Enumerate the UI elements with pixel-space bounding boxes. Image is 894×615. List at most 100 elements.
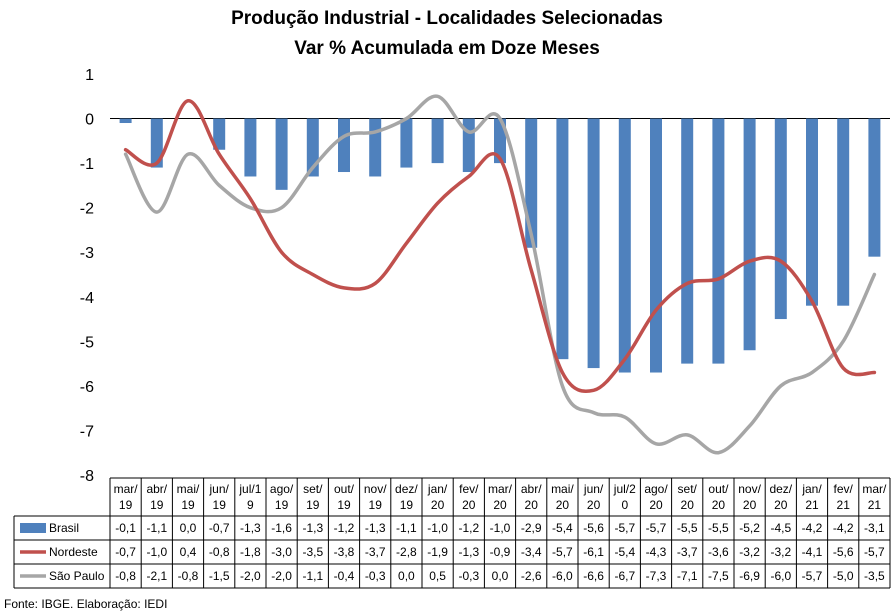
data-label-brasil: -5,5 [708,521,729,535]
x-tick-label: abr/ [521,482,542,496]
data-label-sao-paulo: -1,5 [209,569,230,583]
data-label-sao-paulo: 0,0 [492,569,509,583]
x-tick-label: 9 [247,498,254,512]
x-tick-label: 21 [837,498,851,512]
bar-brasil [681,118,694,364]
x-tick-label: 20 [493,498,507,512]
y-tick-label: -6 [80,379,94,396]
y-tick-label: -5 [80,334,94,351]
data-label-nordeste: -5,4 [614,545,635,559]
data-label-sao-paulo: -2,0 [271,569,292,583]
data-label-sao-paulo: -6,9 [739,569,760,583]
data-label-sao-paulo: -2,0 [240,569,261,583]
x-tick-label: 20 [712,498,726,512]
source-note: Fonte: IBGE. Elaboração: IEDI [4,597,168,611]
data-label-brasil: 0,0 [180,521,197,535]
x-tick-label: 19 [275,498,289,512]
x-tick-label: 20 [649,498,663,512]
data-label-brasil: -0,7 [209,521,230,535]
y-tick-label: -3 [80,245,94,262]
bar-brasil [119,118,132,124]
bar-brasil [618,118,631,373]
data-label-brasil: -1,3 [240,521,261,535]
data-label-brasil: -4,2 [833,521,854,535]
bar-brasil [837,118,850,306]
bar-brasil [150,118,163,168]
data-label-sao-paulo: -5,7 [802,569,823,583]
data-label-sao-paulo: 0,0 [398,569,415,583]
data-label-nordeste: -4,1 [802,545,823,559]
legend-label-nordeste: Nordeste [49,545,98,559]
bar-brasil [213,118,226,150]
x-tick-label: jun/ [583,482,604,496]
x-tick-label: jan/ [801,482,822,496]
bar-brasil [712,118,725,364]
data-label-brasil: -1,0 [427,521,448,535]
x-tick-label: out/ [334,482,355,496]
data-label-nordeste: -0,9 [490,545,511,559]
data-label-brasil: -2,9 [521,521,542,535]
y-tick-label: 0 [85,112,94,129]
data-label-sao-paulo: -6,6 [583,569,604,583]
x-tick-label: ago/ [644,482,668,496]
x-tick-label: 21 [805,498,819,512]
x-tick-label: 20 [525,498,539,512]
bar-brasil [587,118,600,369]
x-tick-label: 19 [150,498,164,512]
bar-brasil [868,118,881,257]
bar-brasil [494,118,506,164]
data-label-brasil: -1,0 [490,521,511,535]
data-label-brasil: -1,6 [271,521,292,535]
data-label-nordeste: -4,3 [646,545,667,559]
x-tick-label: 19 [181,498,195,512]
data-label-brasil: -5,6 [583,521,604,535]
x-tick-label: nov/ [364,482,387,496]
x-tick-label: jun/ [209,482,230,496]
bar-brasil [650,118,662,373]
x-tick-label: jan/ [427,482,448,496]
data-label-brasil: -5,5 [677,521,698,535]
data-label-brasil: -5,2 [739,521,760,535]
legend-label-brasil: Brasil [49,521,79,535]
data-label-sao-paulo: -3,5 [864,569,885,583]
data-label-sao-paulo: -6,0 [552,569,573,583]
bar-brasil [774,118,787,320]
data-label-nordeste: -3,0 [271,545,292,559]
x-tick-label: 19 [369,498,383,512]
data-label-nordeste: -0,7 [115,545,136,559]
data-label-nordeste: -1,3 [458,545,479,559]
x-tick-label: 20 [774,498,788,512]
x-tick-label: 19 [213,498,227,512]
data-label-brasil: -3,1 [864,521,885,535]
x-tick-label: fev/ [459,482,479,496]
chart-title: Produção Industrial - Localidades Seleci… [231,8,663,29]
data-label-nordeste: -3,2 [739,545,760,559]
data-label-brasil: -0,1 [115,521,136,535]
x-tick-label: mar/ [114,482,139,496]
data-label-nordeste: -3,4 [521,545,542,559]
data-label-nordeste: -5,7 [864,545,885,559]
data-label-brasil: -1,1 [396,521,417,535]
data-label-nordeste: -6,1 [583,545,604,559]
x-tick-label: dez/ [395,482,418,496]
data-label-sao-paulo: -0,3 [458,569,479,583]
bar-brasil [806,118,818,306]
x-tick-label: 20 [462,498,476,512]
data-label-nordeste: -1,8 [240,545,261,559]
data-label-nordeste: -3,2 [770,545,791,559]
x-tick-label: 19 [119,498,133,512]
chart-subtitle: Var % Acumulada em Doze Meses [294,38,600,59]
data-label-nordeste: -3,8 [334,545,355,559]
data-label-brasil: -1,3 [365,521,386,535]
x-tick-label: set/ [678,482,698,496]
bar-brasil [431,118,444,164]
x-tick-label: dez/ [769,482,792,496]
x-tick-label: fev/ [834,482,854,496]
data-label-sao-paulo: -7,1 [677,569,698,583]
data-label-nordeste: -1,9 [427,545,448,559]
bar-brasil [244,118,257,177]
data-label-nordeste: -5,6 [833,545,854,559]
data-label-brasil: -1,2 [334,521,355,535]
